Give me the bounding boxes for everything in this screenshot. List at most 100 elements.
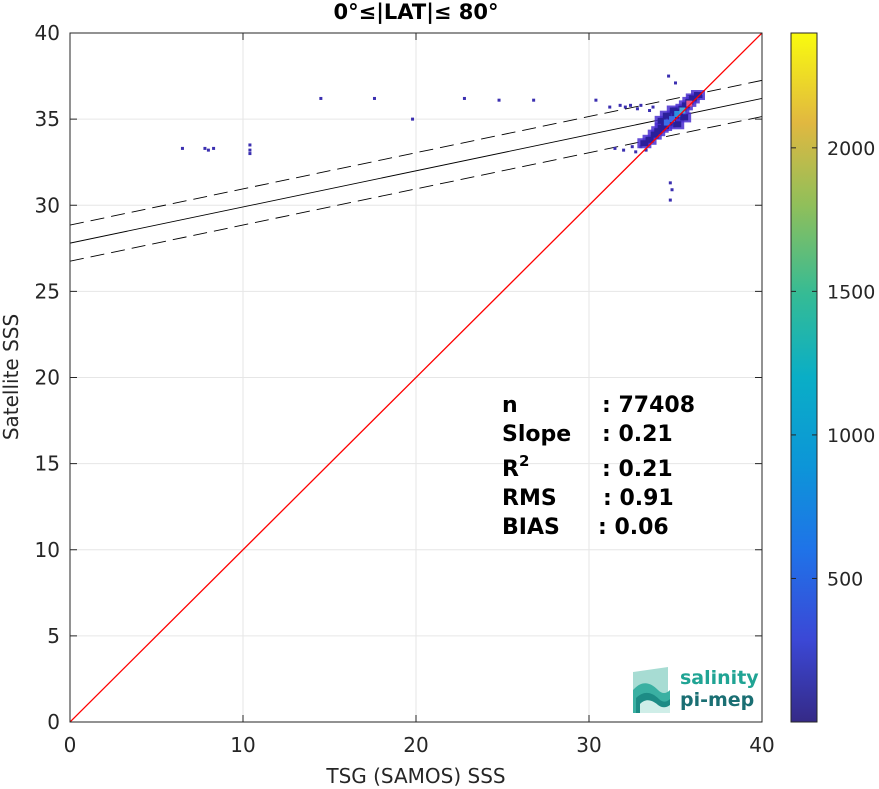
- colorbar-tick-label: 500: [827, 568, 863, 590]
- x-tick-label: 0: [64, 733, 77, 757]
- density-scatter: [180, 74, 703, 202]
- scatter-point: [206, 148, 210, 152]
- y-tick-label: 10: [35, 538, 60, 562]
- scatter-point: [319, 96, 323, 100]
- y-tick-label: 20: [35, 366, 60, 390]
- x-tick-label: 20: [403, 733, 428, 757]
- stat-slope-label: Slope: [502, 422, 571, 447]
- x-tick-label: 40: [749, 733, 774, 757]
- density-cell-mid: [662, 112, 671, 119]
- stat-slope-value: : 0.21: [602, 422, 673, 447]
- stat-n-label: n: [502, 393, 518, 418]
- y-tick-label: 40: [35, 21, 60, 45]
- stat-r2-sup: 2: [519, 452, 529, 470]
- y-tick-label: 5: [47, 624, 60, 648]
- scatter-point: [668, 181, 672, 185]
- regression-fit-line: [70, 98, 762, 244]
- stat-rms-value: : 0.91: [603, 486, 674, 511]
- stat-n-value: : 77408: [602, 393, 695, 418]
- density-peak-cell: [679, 107, 686, 114]
- scatter-point: [212, 146, 216, 150]
- scatter-point: [670, 188, 674, 192]
- scatter-point: [648, 109, 652, 113]
- identity-line: [70, 33, 762, 722]
- scatter-point: [618, 103, 622, 107]
- scatter-point: [635, 107, 639, 111]
- scatter-point: [639, 103, 643, 107]
- x-axis-ticks: 0 10 20 30 40: [64, 33, 775, 757]
- envelope-line: [70, 79, 762, 226]
- density-cell-mid: [680, 114, 689, 121]
- density-cell-mid: [673, 121, 682, 128]
- scatter-point: [651, 105, 655, 109]
- scatter-point: [608, 105, 612, 109]
- density-cell-mid: [669, 107, 678, 114]
- stat-r2-value: : 0.21: [602, 457, 673, 482]
- one-to-one-line: [70, 33, 762, 722]
- scatter-point: [630, 145, 634, 149]
- scatter-point: [623, 105, 627, 109]
- colorbar-tick-label: 1000: [827, 425, 875, 447]
- density-cell-mid: [688, 95, 697, 102]
- density-core: [637, 90, 705, 149]
- colorbar-ticks: 500 1000 1500 2000: [791, 138, 875, 590]
- density-cell-mid: [657, 117, 666, 124]
- scatter-point: [532, 98, 536, 102]
- density-cell-mid: [654, 128, 663, 135]
- density-peak-cell: [686, 100, 693, 107]
- stat-rms-label: RMS: [502, 486, 557, 511]
- scatter-point: [629, 103, 633, 107]
- scatter-point: [180, 146, 184, 150]
- wave-logo-icon: [633, 667, 670, 713]
- scatter-point: [372, 96, 376, 100]
- stat-bias-value: : 0.06: [598, 515, 669, 540]
- scatter-point: [674, 81, 677, 85]
- scatter-point: [203, 146, 207, 150]
- scatter-point: [634, 150, 638, 154]
- y-tick-label: 30: [35, 193, 60, 217]
- salinity-pimep-logo: salinity pi-mep: [633, 667, 759, 713]
- scatter-point: [613, 146, 617, 150]
- colorbar-tick-label: 1500: [827, 281, 875, 303]
- density-peak-cell: [674, 110, 681, 117]
- density-cell-mid: [640, 140, 649, 147]
- regression-line: [70, 98, 762, 244]
- y-tick-label: 15: [35, 452, 60, 476]
- logo-line2: pi-mep: [680, 689, 754, 711]
- scatter-point: [668, 198, 672, 202]
- scatter-point: [411, 117, 415, 121]
- stat-r2-label: R2: [502, 452, 529, 482]
- stats-box: n : 77408 Slope : 0.21 R2 : 0.21 RMS : 0…: [502, 393, 695, 540]
- y-axis-label: Satellite SSS: [0, 314, 23, 440]
- chart-title: 0°≤|LAT|≤ 80°: [333, 0, 498, 25]
- stat-bias-label: BIAS: [502, 515, 560, 540]
- density-cell-mid: [661, 123, 670, 130]
- density-cell-mid: [681, 102, 690, 109]
- colorbar-tick-label: 2000: [827, 138, 875, 160]
- scatter-point: [594, 98, 598, 102]
- scatter-point: [248, 152, 252, 156]
- density-peak-cell: [663, 119, 670, 126]
- density-cell-mid: [650, 131, 659, 138]
- y-axis-ticks: 0 5 10 15 20 25 30 35 40: [35, 21, 762, 734]
- x-axis-label: TSG (SAMOS) SSS: [325, 764, 505, 788]
- colorbar: [790, 32, 818, 723]
- x-tick-label: 10: [230, 733, 255, 757]
- y-tick-label: 25: [35, 279, 60, 303]
- x-tick-label: 30: [576, 733, 601, 757]
- scatter-point: [622, 148, 626, 152]
- density-cell-mid: [693, 92, 702, 99]
- density-cell-mid: [645, 136, 654, 143]
- stat-r2-base: R: [502, 457, 519, 482]
- scatter-point: [644, 148, 648, 152]
- scatter-point: [497, 98, 501, 102]
- logo-line1: salinity: [680, 667, 759, 689]
- y-tick-label: 0: [47, 710, 60, 734]
- scatter-point: [248, 148, 252, 152]
- scatter-point: [248, 143, 252, 147]
- scatter-point: [667, 74, 671, 78]
- scatter-point: [462, 96, 466, 100]
- density-peak-cell: [669, 116, 676, 123]
- y-tick-label: 35: [35, 107, 60, 131]
